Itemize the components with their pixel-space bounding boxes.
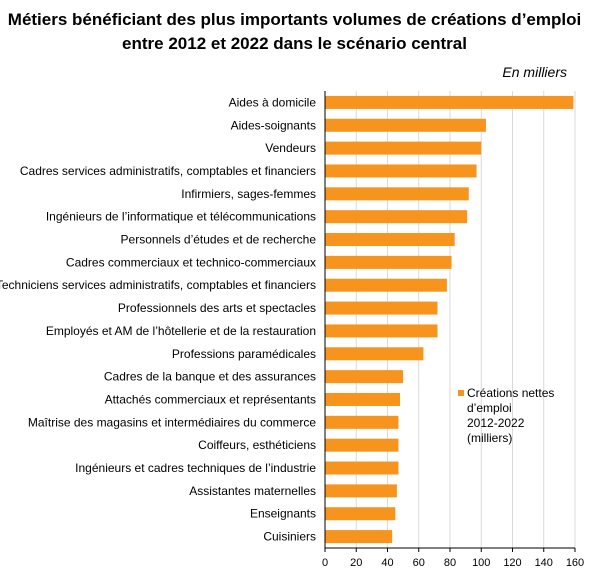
bar-17	[325, 484, 397, 498]
category-label-19: Cuisiniers	[263, 530, 316, 544]
chart-title-line-2: entre 2012 et 2022 dans le scénario cent…	[122, 34, 467, 53]
category-label-17: Assistantes maternelles	[189, 484, 316, 498]
category-label-14: Maîtrise des magasins et intermédiaires …	[28, 415, 316, 429]
category-label-0: Aides à domicile	[229, 95, 317, 109]
bar-5	[325, 210, 468, 224]
bar-12	[325, 370, 404, 384]
x-axis: 0 20 40 60 80 100 120 140 160	[322, 91, 584, 569]
legend-swatch	[458, 390, 464, 396]
bar-13	[325, 392, 400, 406]
category-label-11: Professions paramédicales	[172, 347, 316, 361]
x-tick-label-7: 140	[535, 557, 553, 569]
bar-6	[325, 233, 455, 247]
bar-2	[325, 141, 482, 155]
bar-11	[325, 347, 424, 361]
legend: Créations nettesd’emploi2012-2022(millie…	[458, 386, 554, 445]
x-tick-label-2: 40	[381, 557, 393, 569]
legend-text-line-0: Créations nettes	[467, 386, 554, 400]
category-label-12: Cadres de la banque et des assurances	[104, 370, 316, 384]
category-label-15: Coiffeurs, esthéticiens	[198, 438, 316, 452]
chart-title: Métiers bénéficiant des plus importants …	[0, 8, 589, 56]
x-tick-label-8: 160	[566, 557, 584, 569]
legend-text-line-2: 2012-2022	[467, 416, 525, 430]
category-label-5: Ingénieurs de l’informatique et télécomm…	[46, 210, 316, 224]
category-label-13: Attachés commerciaux et représentants	[105, 392, 316, 406]
bars	[325, 95, 574, 544]
bar-9	[325, 301, 438, 315]
bar-0	[325, 95, 574, 109]
legend-text-line-3: (milliers)	[467, 431, 512, 445]
x-tick-label-5: 100	[472, 557, 490, 569]
category-label-16: Ingénieurs et cadres techniques de l’ind…	[75, 461, 316, 475]
category-label-7: Cadres commerciaux et technico-commercia…	[66, 255, 316, 269]
category-label-6: Personnels d’études et de recherche	[121, 233, 317, 247]
unit-label: En milliers	[502, 64, 567, 80]
category-label-3: Cadres services administratifs, comptabl…	[20, 164, 316, 178]
bar-14	[325, 415, 399, 429]
x-tick-label-6: 120	[503, 557, 521, 569]
legend-text-line-1: d’emploi	[467, 401, 512, 415]
bar-1	[325, 118, 486, 132]
x-tick-label-1: 20	[350, 557, 362, 569]
x-tick-label-3: 60	[413, 557, 425, 569]
bar-15	[325, 438, 399, 452]
grid-lines	[355, 91, 576, 548]
category-label-2: Vendeurs	[265, 141, 316, 155]
category-label-1: Aides-soignants	[231, 118, 316, 132]
bar-3	[325, 164, 477, 178]
bar-18	[325, 507, 396, 521]
bar-8	[325, 278, 447, 292]
bar-7	[325, 255, 452, 269]
x-tick-label-0: 0	[322, 557, 328, 569]
bar-4	[325, 187, 469, 201]
category-label-10: Employés et AM de l’hôtellerie et de la …	[46, 324, 316, 338]
bar-19	[325, 530, 393, 544]
category-label-4: Infirmiers, sages-femmes	[181, 187, 316, 201]
bar-10	[325, 324, 438, 338]
x-tick-label-4: 80	[444, 557, 456, 569]
category-label-9: Professionnels des arts et spectacles	[118, 301, 316, 315]
chart-title-line-1: Métiers bénéficiant des plus importants …	[7, 10, 582, 29]
bar-16	[325, 461, 399, 475]
category-label-8: Techniciens services administratifs, com…	[0, 278, 316, 292]
category-labels: Aides à domicile Aides-soignants Vendeurs C…	[0, 95, 316, 543]
category-label-18: Enseignants	[250, 507, 316, 521]
